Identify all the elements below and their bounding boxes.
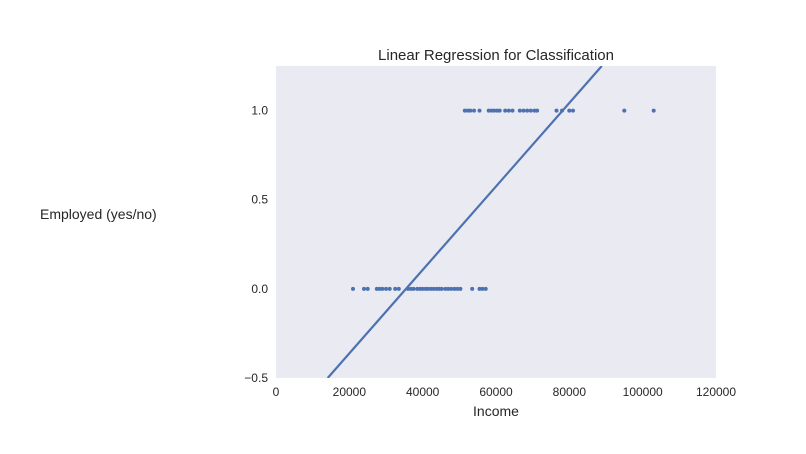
data-point [622, 108, 627, 113]
data-point [571, 108, 575, 113]
data-point [525, 108, 530, 113]
data-point [480, 286, 485, 291]
data-point [497, 108, 502, 113]
x-tick-label: 120000 [696, 385, 736, 399]
data-point [477, 286, 482, 291]
x-tick-label: 100000 [623, 385, 663, 399]
data-point [420, 286, 425, 291]
data-point [449, 286, 454, 291]
data-point [477, 108, 482, 113]
data-point [458, 286, 463, 291]
data-point [452, 286, 457, 291]
data-point [492, 108, 497, 113]
data-point [486, 108, 491, 113]
x-tick-label: 20000 [333, 385, 367, 399]
data-point [411, 286, 416, 291]
data-point [462, 108, 467, 113]
x-axis-label: Income [473, 403, 519, 419]
data-point [528, 108, 533, 113]
data-point [362, 286, 366, 291]
plot-area [276, 66, 716, 378]
data-point [535, 108, 540, 113]
data-point [351, 286, 355, 291]
regression-line [326, 66, 603, 378]
x-tick-label: 80000 [553, 385, 587, 399]
data-point [651, 108, 656, 113]
data-point [517, 108, 522, 113]
data-point [384, 286, 388, 291]
data-point [567, 108, 572, 113]
y-axis: −0.5 0.0 0.5 1.0 [244, 104, 268, 385]
data-point [380, 286, 385, 291]
x-tick-label: 40000 [406, 385, 440, 399]
data-point [510, 108, 515, 113]
data-point [415, 286, 420, 291]
data-point [468, 108, 473, 113]
data-point [393, 286, 398, 291]
x-tick-label: 60000 [479, 385, 513, 399]
chart-title: Linear Regression for Classification [378, 47, 614, 64]
data-point [426, 286, 431, 291]
data-point [521, 108, 526, 113]
data-point [503, 108, 508, 113]
data-point [554, 108, 559, 113]
x-axis: 0 20000 40000 60000 80000 100000 120000 [273, 385, 737, 399]
y-axis-label: Employed (yes/no) [40, 206, 157, 222]
data-point [472, 108, 476, 113]
data-point [455, 286, 460, 291]
data-point [387, 286, 392, 291]
data-point [439, 286, 444, 291]
data-point [446, 286, 451, 291]
y-tick-label: 0.0 [251, 282, 268, 296]
y-tick-label: 0.5 [251, 193, 268, 207]
data-point [365, 286, 370, 291]
data-point [396, 286, 401, 291]
y-tick-label: 1.0 [251, 104, 268, 118]
data-point [470, 286, 475, 291]
data-point [431, 286, 436, 291]
data-point [506, 108, 511, 113]
data-point [483, 286, 488, 291]
y-tick-label: −0.5 [244, 371, 268, 385]
data-point [443, 286, 448, 291]
x-tick-label: 0 [273, 385, 280, 399]
data-point [377, 286, 382, 291]
